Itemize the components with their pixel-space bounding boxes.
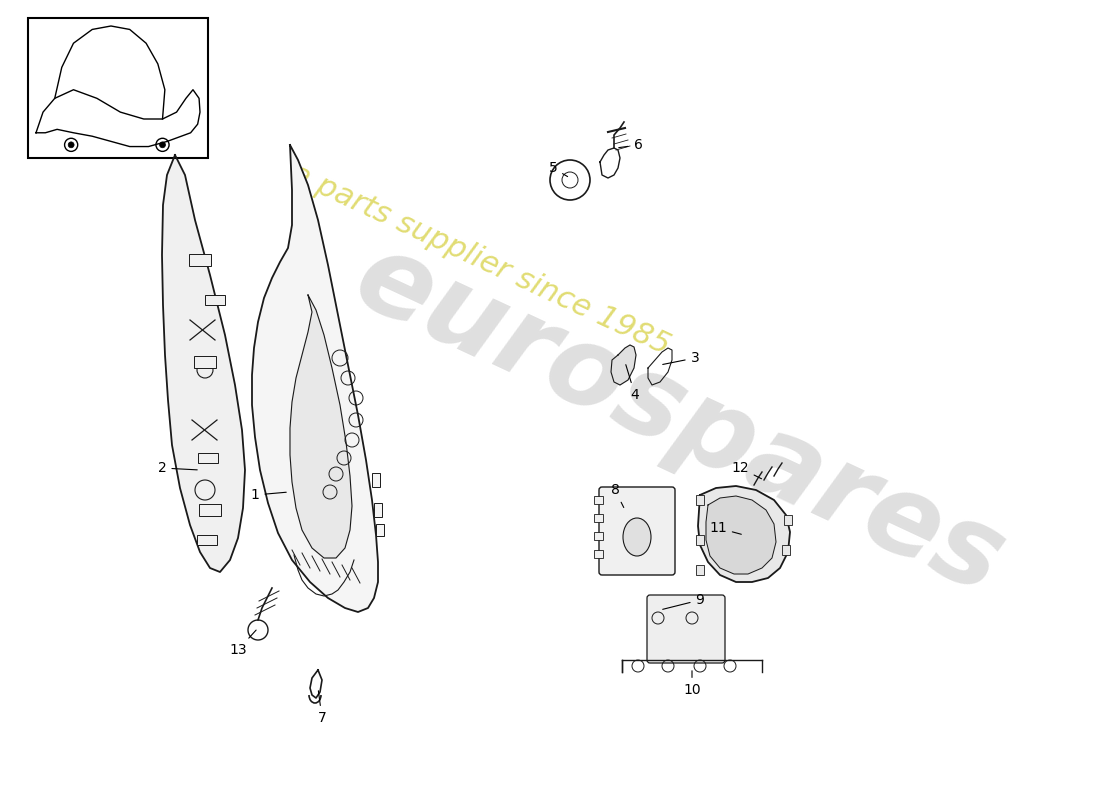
Polygon shape	[706, 496, 776, 574]
Bar	[189, 254, 211, 266]
Bar	[594, 532, 603, 540]
Text: 13: 13	[229, 630, 256, 657]
Polygon shape	[698, 486, 790, 582]
Bar	[784, 515, 792, 525]
Circle shape	[160, 142, 165, 148]
Polygon shape	[162, 155, 245, 572]
Bar	[372, 473, 379, 487]
Bar	[205, 295, 225, 305]
Text: 2: 2	[157, 461, 197, 475]
Text: 9: 9	[662, 593, 704, 610]
Text: 10: 10	[683, 670, 701, 697]
Text: 7: 7	[318, 690, 327, 725]
Bar	[199, 504, 221, 516]
Bar	[194, 356, 216, 368]
Circle shape	[68, 142, 74, 148]
Polygon shape	[610, 345, 636, 385]
Text: a parts supplier since 1985: a parts supplier since 1985	[286, 159, 674, 361]
Text: 4: 4	[626, 365, 639, 402]
Bar	[376, 524, 384, 536]
Text: 5: 5	[549, 161, 568, 177]
Text: 8: 8	[610, 483, 624, 507]
Bar	[696, 495, 704, 505]
Text: eurospares: eurospares	[339, 223, 1021, 617]
Text: 11: 11	[710, 521, 741, 535]
Bar	[197, 535, 217, 545]
Bar	[782, 545, 790, 555]
Bar	[374, 503, 382, 517]
Bar	[28, 18, 208, 158]
Text: 3: 3	[662, 351, 700, 365]
Text: 1: 1	[251, 488, 286, 502]
Bar	[696, 565, 704, 575]
FancyBboxPatch shape	[647, 595, 725, 663]
Ellipse shape	[623, 518, 651, 556]
Bar	[594, 496, 603, 504]
Text: 6: 6	[619, 138, 642, 152]
Bar	[198, 453, 218, 463]
Bar	[594, 514, 603, 522]
Bar	[594, 550, 603, 558]
Text: 12: 12	[732, 461, 761, 478]
Polygon shape	[290, 295, 352, 558]
Polygon shape	[252, 145, 378, 612]
FancyBboxPatch shape	[600, 487, 675, 575]
Bar	[696, 535, 704, 545]
